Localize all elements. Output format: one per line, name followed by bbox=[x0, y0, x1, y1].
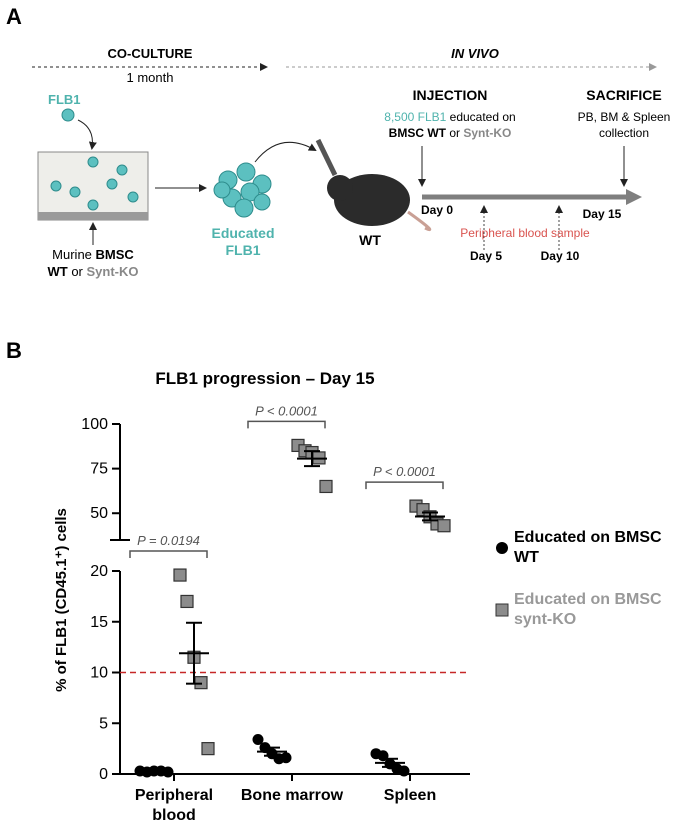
text: BMSC WT bbox=[389, 126, 447, 140]
event-detail: BMSC WT or Synt-KO bbox=[389, 126, 512, 140]
data-point bbox=[437, 519, 451, 533]
arrow bbox=[254, 141, 317, 163]
significance-bracket bbox=[365, 481, 444, 490]
data-point bbox=[280, 752, 292, 764]
syringe bbox=[315, 138, 338, 177]
day-label: Day 5 bbox=[470, 249, 502, 263]
significance-label: P < 0.0001 bbox=[255, 403, 318, 418]
event-detail: collection bbox=[599, 126, 649, 140]
data-point bbox=[319, 479, 333, 494]
mouse-tail bbox=[407, 210, 432, 232]
phase-label: CO-CULTURE bbox=[108, 46, 193, 61]
legend-label: Educated on BMSC WT bbox=[514, 529, 662, 566]
cell-label: Educated bbox=[211, 225, 274, 241]
data-point bbox=[173, 568, 187, 582]
y-tick-label: 75 bbox=[90, 461, 108, 478]
significance-bracket bbox=[129, 550, 208, 559]
text: BMSC bbox=[96, 247, 135, 262]
x-tick-label: Peripheral blood bbox=[134, 787, 214, 824]
legend-marker bbox=[495, 603, 509, 617]
text: WT bbox=[47, 264, 67, 279]
day-label: Day 15 bbox=[583, 207, 622, 221]
data-point bbox=[162, 766, 174, 778]
y-tick-label: 0 bbox=[99, 766, 108, 783]
cell-label: FLB1 bbox=[226, 242, 261, 258]
cell-icon bbox=[61, 108, 75, 122]
significance-bracket bbox=[247, 420, 326, 429]
chart-title: FLB1 progression – Day 15 bbox=[155, 369, 374, 388]
significance-label: P = 0.0194 bbox=[137, 533, 200, 548]
error-bar bbox=[304, 450, 320, 468]
significance-label: P < 0.0001 bbox=[373, 464, 436, 479]
bmsc-label: WT or Synt-KO bbox=[47, 264, 138, 279]
mouse bbox=[334, 174, 410, 226]
data-point bbox=[398, 765, 410, 777]
text: Synt-KO bbox=[87, 264, 139, 279]
bmsc-label: Murine BMSC bbox=[52, 247, 134, 262]
data-point bbox=[180, 594, 194, 609]
cells bbox=[50, 156, 139, 211]
stroma-layer bbox=[38, 212, 148, 220]
error-bar bbox=[422, 511, 438, 522]
x-tick-label: Spleen bbox=[383, 787, 437, 804]
duration: 1 month bbox=[127, 70, 174, 85]
data-point bbox=[252, 733, 264, 745]
text: or bbox=[449, 126, 460, 140]
day-label: Day 0 bbox=[421, 203, 453, 217]
event-detail: PB, BM & Spleen bbox=[578, 110, 671, 124]
y-tick-label: 10 bbox=[90, 665, 108, 682]
legend-marker bbox=[496, 542, 508, 554]
sample-label: Peripheral blood sample bbox=[460, 226, 590, 240]
educated-cluster bbox=[213, 162, 272, 218]
y-axis-label: % of FLB1 (CD45.1⁺) cells bbox=[53, 508, 70, 692]
mouse-head bbox=[327, 175, 353, 201]
event-label: INJECTION bbox=[413, 87, 488, 103]
y-tick-label: 15 bbox=[90, 614, 108, 631]
phase-label: IN VIVO bbox=[451, 46, 499, 61]
text: or bbox=[71, 264, 83, 279]
text: Murine bbox=[52, 247, 92, 262]
event-label: SACRIFICE bbox=[586, 87, 661, 103]
y-tick-label: 5 bbox=[99, 715, 108, 732]
panel-label: B bbox=[6, 338, 22, 363]
text: Synt-KO bbox=[463, 126, 511, 140]
error-bar bbox=[186, 621, 202, 685]
y-tick-label: 100 bbox=[81, 416, 108, 433]
legend-label: Educated on BMSC synt-KO bbox=[514, 591, 662, 628]
panel-label: A bbox=[6, 4, 22, 29]
timeline-head bbox=[626, 189, 642, 205]
text: educated on bbox=[450, 110, 516, 124]
error-bar bbox=[264, 746, 280, 757]
y-tick-label: 20 bbox=[90, 563, 108, 580]
event-detail: 8,500 FLB1 educated on bbox=[384, 110, 515, 124]
y-tick-label: 50 bbox=[90, 505, 108, 522]
mouse-label: WT bbox=[359, 232, 381, 248]
text: 8,500 FLB1 bbox=[384, 110, 446, 124]
error-bar bbox=[382, 757, 398, 768]
arrow bbox=[77, 119, 97, 150]
data-point bbox=[194, 676, 208, 690]
data-point bbox=[201, 742, 215, 756]
error-bar bbox=[146, 768, 162, 773]
cell-label: FLB1 bbox=[48, 92, 81, 107]
day-label: Day 10 bbox=[541, 249, 580, 263]
x-tick-label: Bone marrow bbox=[240, 787, 344, 804]
